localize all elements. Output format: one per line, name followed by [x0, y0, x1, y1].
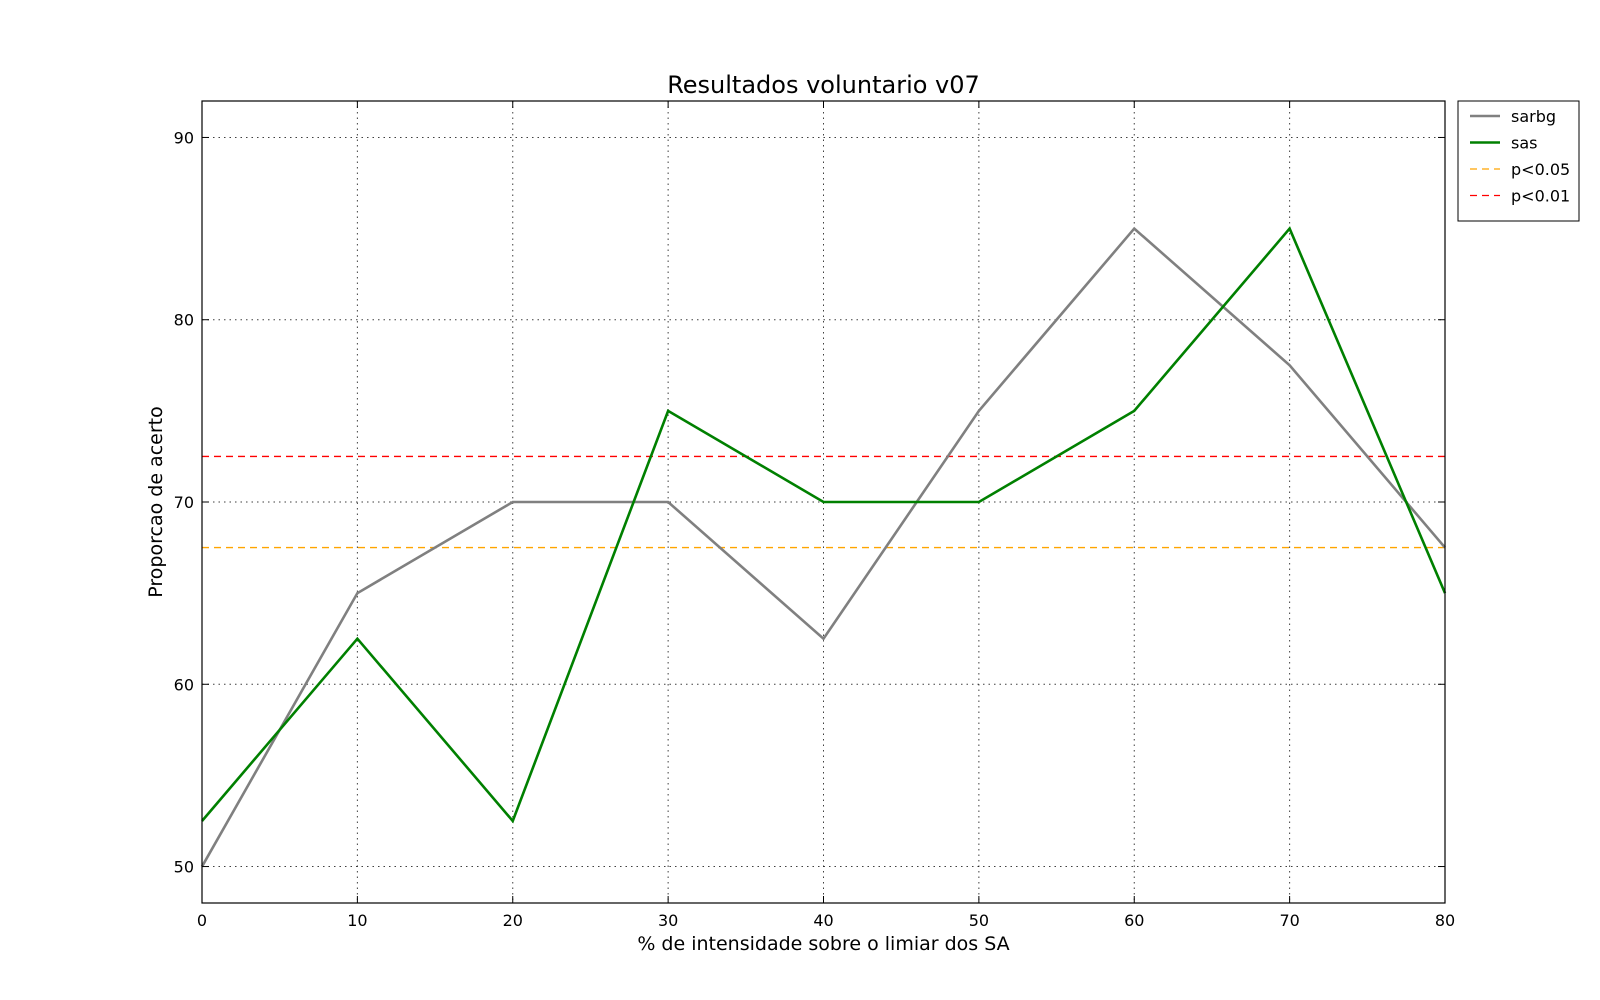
x-tick-label: 40: [813, 911, 833, 930]
y-tick-label: 50: [174, 858, 194, 877]
y-tick-label: 60: [174, 675, 194, 694]
x-tick-label: 50: [969, 911, 989, 930]
series-line-sas: [201, 226, 1447, 824]
legend-label-p<0.01: p<0.01: [1511, 187, 1570, 206]
series-lines: [200, 226, 1447, 868]
legend-label-sarbg: sarbg: [1511, 107, 1556, 126]
y-tick-label: 70: [174, 493, 194, 512]
y-tick-label: 80: [174, 311, 194, 330]
x-axis-label: % de intensidade sobre o limiar dos SA: [637, 933, 1009, 955]
x-tick-label: 80: [1435, 911, 1455, 930]
series-line-sarbg: [200, 226, 1446, 868]
legend: sarbg sas p<0.05 p<0.01: [1457, 100, 1580, 222]
x-tick-label: 30: [658, 911, 678, 930]
y-axis-label: Proporcao de acerto: [145, 406, 167, 597]
x-tick-label: 70: [1279, 911, 1299, 930]
reference-lines: [202, 455, 1445, 549]
chart-title: Resultados voluntario v07: [667, 71, 980, 99]
y-axis-ticks: 50 60 70 80 90: [174, 128, 1445, 877]
x-axis-ticks: 0 10 20 30 40 50 60 70 80: [197, 101, 1455, 930]
x-tick-label: 0: [197, 911, 207, 930]
y-tick-label: 90: [174, 128, 194, 147]
x-tick-label: 60: [1124, 911, 1144, 930]
legend-label-p<0.05: p<0.05: [1511, 160, 1570, 179]
legend-label-sas: sas: [1511, 134, 1537, 153]
x-tick-label: 10: [347, 911, 367, 930]
legend-box: [1457, 100, 1580, 222]
x-tick-label: 20: [503, 911, 523, 930]
